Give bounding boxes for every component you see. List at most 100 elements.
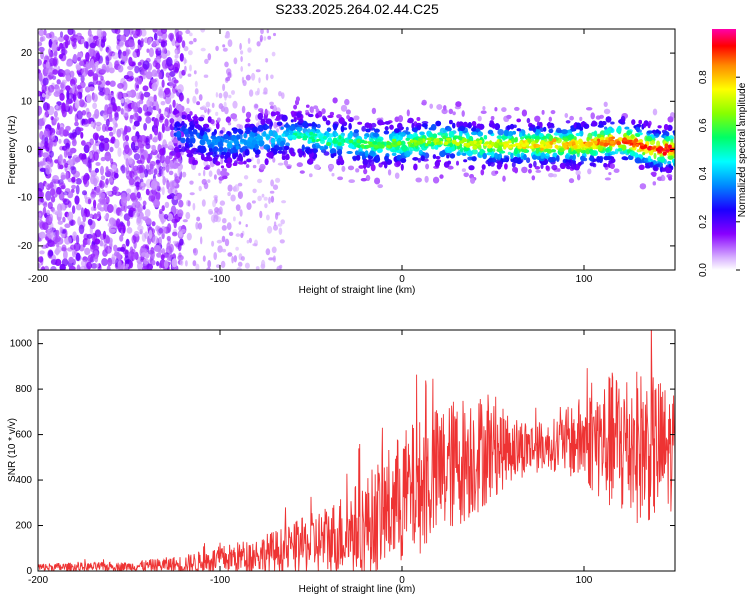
spectrogram-cell [61,232,65,239]
spectrogram-cell [156,261,160,267]
spectrogram-x-label: Height of straight line (km) [299,285,416,296]
spectrogram-cell [38,142,41,147]
spectrogram-cell [324,146,328,150]
spectrogram-cell [443,105,447,111]
spectrogram-cell [263,196,268,201]
spectrogram-cell [160,254,165,260]
spectrogram-cell [273,32,276,37]
x-tick-label: -200 [28,274,48,285]
spectrogram-cell [421,121,429,125]
spectrogram-cell [149,163,154,170]
spectrogram-cell [168,104,172,114]
spectrogram-cell [198,185,202,192]
y-tick-label: 600 [15,430,32,441]
spectrogram-cell [121,92,129,98]
spectrogram-cell [227,71,232,79]
spectrogram-cell [599,137,605,141]
spectrogram-cell [539,140,546,146]
spectrogram-peak-cell [412,139,417,143]
spectrogram-cell [85,60,90,71]
spectrogram-cell [370,164,376,172]
spectrogram-cell [71,138,77,147]
spectrogram-cell [95,185,101,193]
spectrogram-cell [93,213,98,220]
spectrogram-cell [256,133,261,140]
spectrogram-peak-cell [521,143,527,148]
spectrogram-cell [357,121,363,125]
spectrogram-peak-cell [364,144,371,149]
spectrogram-cell [128,209,134,218]
spectrogram-cell [127,65,134,71]
spectrogram-cell [497,146,503,152]
spectrogram-peak-cell [451,139,457,144]
spectrogram-peak-cell [429,136,435,142]
spectrogram-cell [278,91,282,97]
spectrogram-cell [490,116,495,121]
spectrogram-cell [573,136,577,141]
spectrogram-cell [528,127,533,131]
spectrogram-cell [82,118,89,125]
spectrogram-cell [76,204,82,211]
spectrogram-cell [227,141,233,149]
spectrogram-cell [643,122,647,128]
spectrogram-cell [271,111,277,117]
spectrogram-cell [178,144,182,149]
spectrogram-cell [149,133,153,140]
spectrogram-cell [136,191,141,199]
spectrogram-cell [231,90,235,95]
spectrogram-cell [119,34,124,42]
spectrogram-cell [525,144,530,149]
spectrogram-cell [73,242,81,252]
spectrogram-cell [516,118,521,123]
spectrogram-peak-cell [629,142,634,146]
spectrogram-cell [346,115,350,120]
spectrogram-cell [222,175,228,180]
spectrogram-cell [131,30,138,35]
spectrogram-cell [263,36,267,41]
spectrogram-cell [164,201,170,209]
spectrogram-cell [215,92,219,98]
spectrogram-cell [137,61,142,66]
spectrogram-cell [90,174,96,185]
spectrogram-cell [180,228,186,233]
spectrogram-cell [405,126,409,131]
spectrogram-cell [61,244,67,251]
spectrogram-cell [90,253,96,258]
spectrogram-cell [192,95,197,104]
spectrogram-cell [47,201,53,210]
spectrogram-cell [364,135,368,140]
spectrogram-cell [193,38,197,43]
spectrogram-cell [67,151,73,156]
spectrogram-cell [60,174,67,180]
spectrogram-peak-cell [514,142,521,146]
spectrogram-cell [39,191,45,199]
spectrogram-cell [186,114,191,121]
spectrogram-cell [189,64,192,72]
spectrogram-cell [110,96,116,106]
spectrogram-cell [604,177,612,181]
spectrogram-cell [642,152,646,156]
spectrogram-cell [55,229,60,237]
spectrogram-cell [568,178,575,184]
spectrogram-cell [184,65,187,73]
spectrogram-cell [224,106,229,115]
spectrogram-cell [63,198,70,206]
spectrogram-cell [197,222,203,230]
spectrogram-cell [539,133,544,138]
spectrogram-cell [214,138,221,143]
spectrogram-cell [224,238,230,247]
spectrogram-peak-cell [296,135,302,139]
spectrogram-cell [82,241,86,248]
spectrogram-cell [103,215,109,220]
spectrogram-cell [220,165,225,169]
spectrogram-cell [111,29,119,34]
spectrogram-peak-cell [291,134,296,138]
spectrogram-peak-cell [616,141,622,146]
spectrogram-cell [145,188,150,196]
spectrogram-cell [123,107,129,117]
spectrogram-cell [419,131,425,136]
spectrogram-cell [120,246,126,252]
spectrogram-cell [535,146,540,154]
spectrogram-cell [337,176,343,181]
spectrogram-cell [114,251,120,257]
